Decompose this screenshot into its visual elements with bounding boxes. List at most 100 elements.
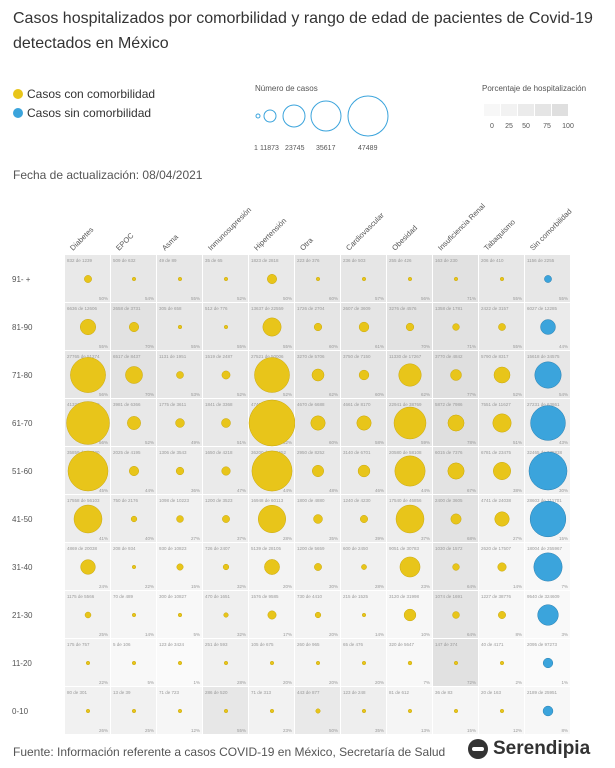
cell-count-label: 1156 de 2255: [527, 258, 555, 263]
cell-pct-label: 60%: [329, 344, 338, 349]
bubble: [84, 275, 92, 283]
bubble: [264, 559, 280, 575]
cell-pct-label: 46%: [375, 488, 384, 493]
column-label-epoc: EPOC: [114, 231, 136, 253]
update-date: Fecha de actualización: 08/04/2021: [13, 168, 203, 182]
cell-count-label: 6517 de 8437: [113, 354, 141, 359]
bubble: [315, 276, 321, 282]
cell-pct-label: 55%: [559, 296, 568, 301]
cell-count-label: 65 de 476: [343, 642, 364, 647]
bubble: [222, 515, 230, 523]
cell-pct-label: 70%: [145, 344, 154, 349]
bubble: [361, 276, 367, 282]
cell-pct-label: 3%: [561, 632, 568, 637]
bubble: [221, 418, 231, 428]
cell-count-label: 27231 de 63861: [527, 402, 560, 407]
cell-pct-label: 44%: [283, 488, 292, 493]
cell-count-label: 22941 de 38769: [389, 402, 422, 407]
cell-count-label: 1650 de 4218: [205, 450, 233, 455]
cell-pct-label: 45%: [99, 488, 108, 493]
cell-pct-label: 30%: [329, 584, 338, 589]
cell-count-label: 1519 de 2487: [205, 354, 233, 359]
bubble: [131, 612, 137, 618]
cell-count-label: 16948 de 60113: [251, 498, 284, 503]
cell-pct-label: 62%: [329, 392, 338, 397]
cell-count-label: 1227 de 38776: [481, 594, 512, 599]
cell-pct-label: 56%: [421, 296, 430, 301]
bubble: [399, 556, 421, 578]
column-label-asma: Asma: [160, 232, 181, 253]
size-legend-circles: [255, 95, 389, 137]
cell-count-label: 255 de 426: [389, 258, 412, 263]
bubble: [405, 322, 415, 332]
cell-pct-label: 14%: [145, 632, 154, 637]
column-label-inmunosupresion: Inmunosupresión: [206, 205, 253, 252]
bubble: [493, 462, 511, 480]
bubble: [447, 462, 465, 480]
column-label-obesidad: Obesidad: [390, 223, 419, 252]
cell-count-label: 80 de 301: [67, 690, 88, 695]
size-circle-4: [310, 100, 342, 132]
cell-pct-label: 60%: [375, 392, 384, 397]
bubble: [499, 660, 505, 666]
cell-pct-label: 55%: [191, 344, 200, 349]
cell-count-label: 286 de 520: [205, 690, 228, 695]
size-val-3: 23745: [285, 145, 305, 152]
cell-count-label: 11330 de 17267: [389, 354, 422, 359]
bubble: [223, 324, 229, 330]
cell-pct-label: 26%: [99, 728, 108, 733]
cell-pct-label: 28%: [375, 584, 384, 589]
cell-pct-label: 14%: [513, 584, 522, 589]
cell-pct-label: 51%: [513, 440, 522, 445]
cell-count-label: 206 de 410: [481, 258, 504, 263]
cell-count-label: 4741 de 24038: [481, 498, 512, 503]
cell-pct-label: 22%: [145, 584, 154, 589]
size-val-5: 47489: [358, 145, 378, 152]
bubble: [492, 413, 512, 433]
cell-count-label: 20580 de 58108: [389, 450, 422, 455]
cell-pct-label: 61%: [375, 344, 384, 349]
bubble: [498, 611, 506, 619]
cell-pct-label: 25%: [99, 632, 108, 637]
cell-count-label: 6015 de 7376: [435, 450, 463, 455]
column-label-hipertension: Hipertensión: [252, 216, 288, 252]
size-pct-legends: Número de casos 1 11873 23745 35617 4748…: [254, 84, 586, 152]
cell-count-label: 3140 de 6701: [343, 450, 371, 455]
cell-count-label: 15618 de 34575: [527, 354, 560, 359]
row-label: 31-40: [12, 563, 33, 572]
bubble: [312, 465, 324, 477]
bubble: [356, 415, 372, 431]
bubble: [544, 275, 552, 283]
bubble: [453, 660, 459, 666]
cell-pct-label: 8%: [561, 728, 568, 733]
cell-count-label: 5 de 106: [113, 642, 131, 647]
cell-pct-label: 35%: [375, 728, 384, 733]
cell-pct-label: 10%: [421, 632, 430, 637]
cell-pct-label: 50%: [283, 296, 292, 301]
cell-count-label: 1576 de 9585: [251, 594, 279, 599]
cell-pct-label: 20%: [375, 680, 384, 685]
cell-pct-label: 54%: [559, 392, 568, 397]
cell-count-label: 320 de 5647: [389, 642, 415, 647]
cell-count-label: 2620 de 17507: [481, 546, 512, 551]
bubble: [267, 610, 277, 620]
cell-pct-label: 32%: [237, 632, 246, 637]
bubble: [530, 405, 566, 441]
cell-pct-label: 57%: [375, 296, 384, 301]
cell-count-label: 40 de 4171: [481, 642, 504, 647]
cell-count-label: 509 de 632: [113, 258, 136, 263]
cell-count-label: 175 de 757: [67, 642, 90, 647]
bubble: [499, 708, 505, 714]
cell-count-label: 7551 de 11627: [481, 402, 511, 407]
cell-pct-label: 71%: [467, 344, 476, 349]
bubble: [447, 414, 465, 432]
legend-item-sin: Casos sin comorbilidad: [13, 103, 155, 122]
bubble: [223, 612, 229, 618]
cell-count-label: 1200 de 5659: [297, 546, 325, 551]
bubble: [258, 505, 286, 533]
cell-pct-label: 55%: [513, 296, 522, 301]
bubble: [251, 450, 293, 492]
bubble: [450, 513, 462, 525]
cell-count-label: 35 de 65: [205, 258, 223, 263]
cell-pct-label: 25%: [145, 728, 154, 733]
